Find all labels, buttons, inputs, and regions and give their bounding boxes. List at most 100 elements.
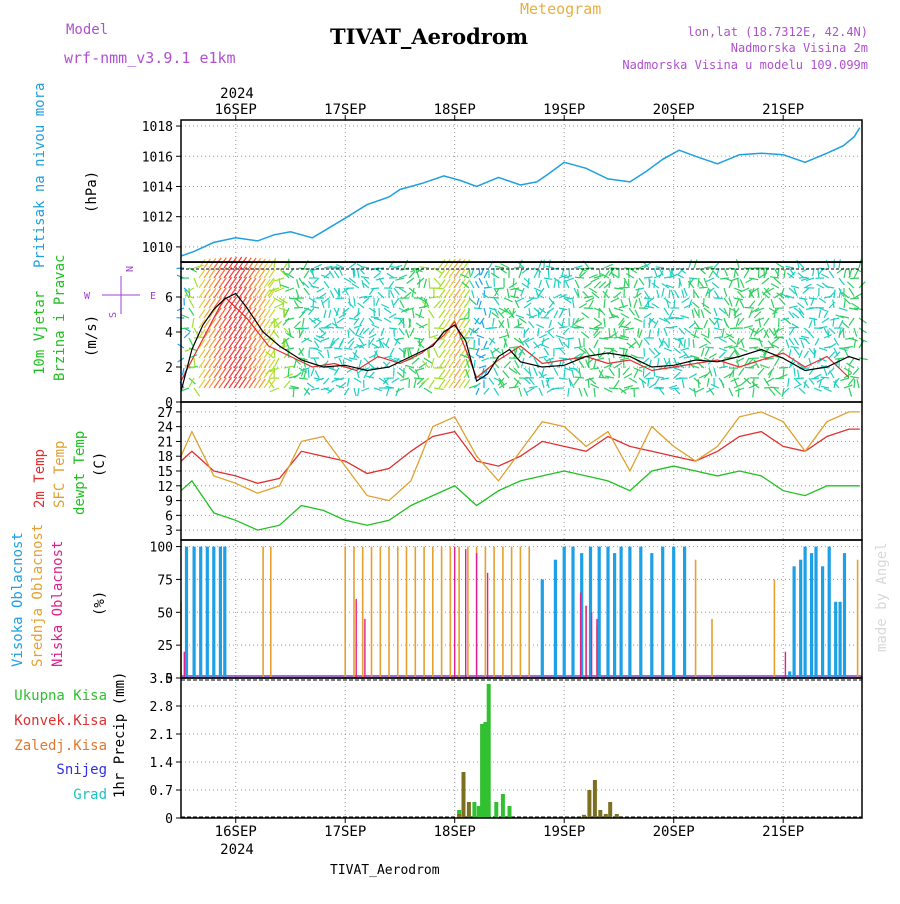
wind-arrow (566, 278, 574, 281)
wind-arrow (378, 292, 384, 298)
wind-arrow (738, 279, 739, 288)
wind-arrow (646, 378, 654, 379)
y-tick-label: 3 (165, 524, 173, 539)
wind-arrow (798, 303, 804, 308)
wind-arrow (714, 291, 719, 298)
wind-arrow (694, 378, 701, 384)
wind-arrow (664, 361, 669, 368)
panel-frame-precip (181, 678, 862, 818)
wind-arrow (709, 328, 710, 337)
wind-arrow (789, 306, 798, 308)
wind-arrow (804, 338, 810, 344)
wind-arrow (469, 348, 478, 350)
wind-arrow (734, 384, 742, 388)
wind-arrow (644, 313, 651, 318)
wind-arrow (313, 278, 319, 284)
wind-arrow (469, 268, 470, 277)
wind-arrow (363, 298, 369, 303)
wind-arrow (546, 280, 549, 288)
wind-arrow (542, 380, 544, 388)
wind-arrow (372, 325, 380, 329)
wind-arrow (654, 321, 658, 328)
wind-arrow (844, 385, 852, 388)
wind-arrow (399, 275, 407, 278)
wind-arrow (288, 349, 289, 358)
wind-arrow (539, 280, 541, 288)
wind-arrow (704, 320, 708, 328)
wind-arrow (719, 338, 727, 342)
wind-arrow (481, 348, 489, 350)
y-tick-label: 27 (157, 406, 173, 421)
wind-arrow (789, 338, 794, 345)
wind-arrow (634, 338, 639, 345)
wind-arrow (364, 371, 368, 378)
precip-total-bar (487, 684, 491, 818)
y-tick-label: 1010 (142, 241, 173, 256)
wind-arrow (349, 278, 356, 283)
wind-arrow (309, 308, 315, 315)
wind-arrow (323, 378, 329, 384)
wind-arrow (349, 298, 350, 306)
wind-arrow (798, 370, 800, 378)
wind-arrow (634, 280, 638, 288)
wind-label-1: 10m Vjetar (32, 291, 48, 375)
wind-arrow (656, 377, 664, 379)
wind-arrow (604, 337, 613, 338)
wind-arrow (737, 259, 740, 268)
wind-arrow (470, 281, 474, 288)
wind-arrow (623, 359, 624, 368)
cloud-high-bar (554, 560, 557, 678)
wind-arrow (840, 378, 849, 381)
wind-arrow (674, 348, 681, 353)
wind-arrow (591, 384, 599, 388)
wind-arrow (804, 351, 809, 358)
wind-arrow (349, 263, 356, 268)
wind-arrow (796, 378, 804, 379)
temp-label-dew: dewpt Temp (72, 431, 88, 515)
wind-arrow (644, 338, 649, 345)
wind-arrow (184, 333, 189, 338)
wind-arrow (791, 286, 799, 288)
wind-arrow (666, 318, 674, 319)
wind-arrow (494, 298, 499, 305)
date-label-bottom: 16SEP (215, 824, 257, 840)
wind-arrow (371, 317, 379, 318)
wind-arrow (629, 378, 637, 383)
wind-arrow (528, 278, 529, 287)
y-tick-label: 6 (165, 509, 173, 524)
cloud-high-bar (683, 547, 686, 678)
wind-arrow (611, 298, 619, 302)
wind-arrow (321, 338, 329, 341)
wind-arrow (439, 320, 445, 329)
wind-arrow (534, 270, 538, 278)
wind-arrow (730, 328, 739, 329)
wind-arrow (381, 304, 389, 308)
precip-legend-strat: Zaledj.Kisa (14, 738, 107, 754)
wind-arrow (439, 270, 445, 279)
wind-arrow (556, 348, 565, 349)
cloud-high-bar (799, 560, 802, 678)
cloud-high-bar (206, 547, 209, 678)
y-tick-label: 0 (165, 812, 173, 827)
wind-arrow (590, 368, 599, 369)
panel-frame-cloud (181, 540, 862, 678)
wind-arrow (328, 350, 330, 358)
wind-arrow (794, 384, 802, 388)
pressure-label: Pritisak na nivou mora (32, 83, 48, 268)
wind-arrow (614, 380, 619, 388)
wind-arrow (609, 388, 618, 389)
wind-arrow (669, 385, 677, 388)
wind-arrow (624, 279, 625, 288)
wind-arrow (563, 342, 569, 348)
wind-arrow (546, 378, 554, 379)
wind-arrow (424, 279, 426, 288)
wind-arrow (399, 368, 406, 373)
wind-arrow (477, 335, 484, 338)
wind-arrow (764, 318, 769, 326)
wind-arrow (348, 302, 354, 308)
wind-arrow (527, 388, 534, 392)
cloud-low-bar (591, 612, 592, 678)
